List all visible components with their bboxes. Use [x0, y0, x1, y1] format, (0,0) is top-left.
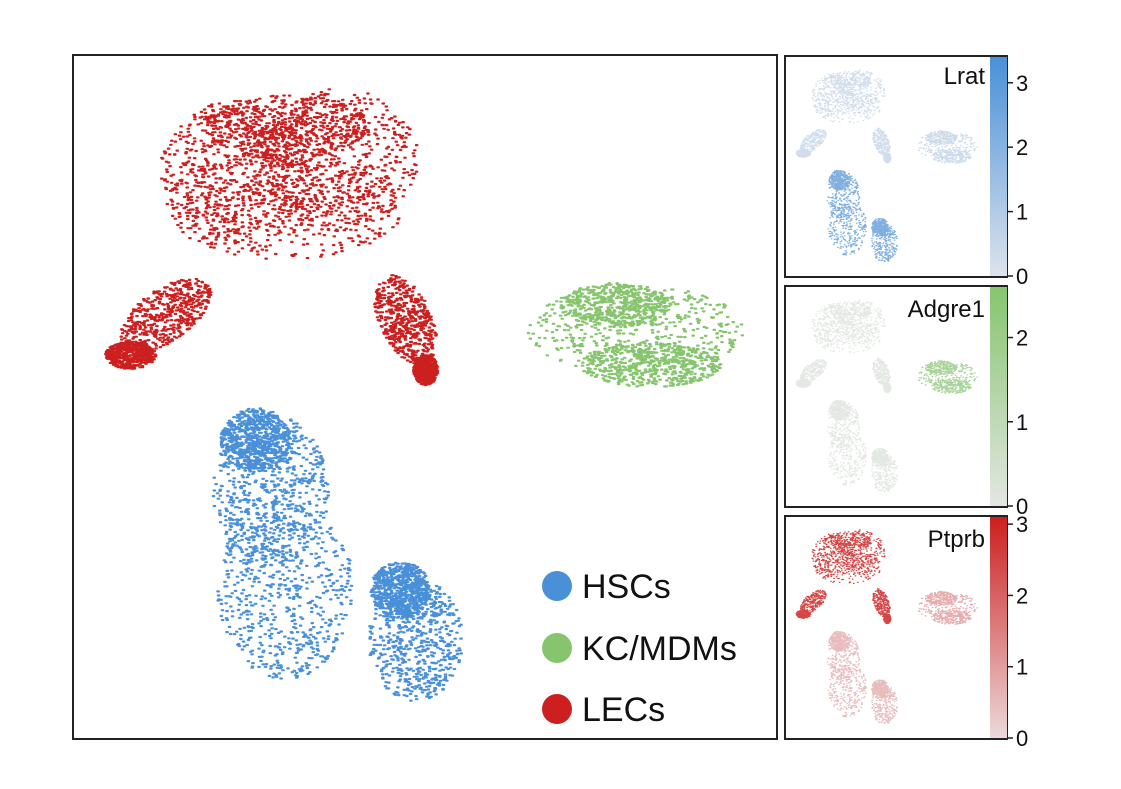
colorbar-tick-label-ptprb-2: 2 — [1016, 583, 1028, 608]
colorbar-ticks-ptprb: 0 1 2 3 — [1007, 512, 1028, 751]
feature-points-ptprb-lecs — [795, 529, 892, 625]
colorbar-tick-label-adgre1-0: 0 — [1016, 494, 1028, 519]
legend-label-hscs: HSCs — [582, 568, 671, 606]
feature-points-adgre1-kc-mdms — [917, 360, 979, 394]
feature-title-lrat: Lrat — [944, 63, 986, 90]
feature-points-adgre1-hscs — [826, 399, 898, 493]
colorbar-tick-label-ptprb-3: 3 — [1016, 512, 1028, 537]
feature-points-ptprb — [795, 529, 979, 724]
cluster-points-kc-mdms — [526, 282, 745, 388]
feature-panel-lrat: Lrat 0 1 2 3 — [784, 55, 1028, 289]
colorbar-tick-label-adgre1-2: 2 — [1016, 326, 1028, 351]
feature-panel-frame-ptprb — [784, 515, 1008, 740]
feature-points-adgre1 — [795, 299, 979, 493]
feature-points-lrat-lecs — [795, 69, 892, 164]
cluster-points-lecs — [104, 88, 440, 387]
feature-points-lrat-kc-mdms — [917, 130, 979, 164]
feature-title-ptprb: Ptprb — [928, 526, 985, 553]
colorbar-tick-label-ptprb-1: 1 — [1016, 655, 1028, 680]
legend-label-kc-mdms: KC/MDMs — [582, 630, 737, 668]
colorbar-ticks-adgre1: 0 1 2 — [1007, 326, 1028, 519]
main-legend: HSCs KC/MDMs LECs — [542, 568, 737, 729]
feature-points-ptprb-kc-mdms — [917, 590, 979, 625]
cluster-points-hscs — [211, 407, 464, 702]
colorbar-lrat — [990, 57, 1007, 276]
colorbar-ptprb — [990, 517, 1007, 738]
feature-panel-ptprb: Ptprb 0 1 2 3 — [784, 512, 1028, 751]
legend-label-lecs: LECs — [582, 691, 665, 729]
colorbar-tick-label-lrat-3: 3 — [1016, 71, 1028, 96]
colorbar-tick-label-adgre1-1: 1 — [1016, 410, 1028, 435]
colorbar-tick-label-lrat-2: 2 — [1016, 135, 1028, 160]
feature-panel-adgre1: Adgre1 0 1 2 — [784, 285, 1028, 519]
feature-points-lrat — [795, 69, 979, 263]
feature-points-adgre1-lecs — [795, 299, 892, 394]
feature-panel-frame-lrat — [784, 55, 1008, 278]
main-umap-points — [104, 88, 745, 702]
main-umap-panel: HSCs KC/MDMs LECs — [72, 54, 778, 740]
feature-panel-frame-adgre1 — [784, 285, 1008, 508]
feature-points-ptprb-hscs — [826, 630, 898, 724]
legend-swatch-lecs — [542, 694, 572, 724]
feature-title-adgre1: Adgre1 — [908, 296, 985, 323]
colorbar-adgre1 — [990, 287, 1007, 506]
colorbar-ticks-lrat: 0 1 2 3 — [1007, 71, 1028, 289]
colorbar-tick-label-lrat-1: 1 — [1016, 200, 1028, 225]
colorbar-tick-label-ptprb-0: 0 — [1016, 726, 1028, 751]
feature-points-lrat-hscs — [826, 169, 898, 263]
colorbar-tick-label-lrat-0: 0 — [1016, 264, 1028, 289]
legend-swatch-hscs — [542, 571, 572, 601]
legend-swatch-kc-mdms — [542, 633, 572, 663]
